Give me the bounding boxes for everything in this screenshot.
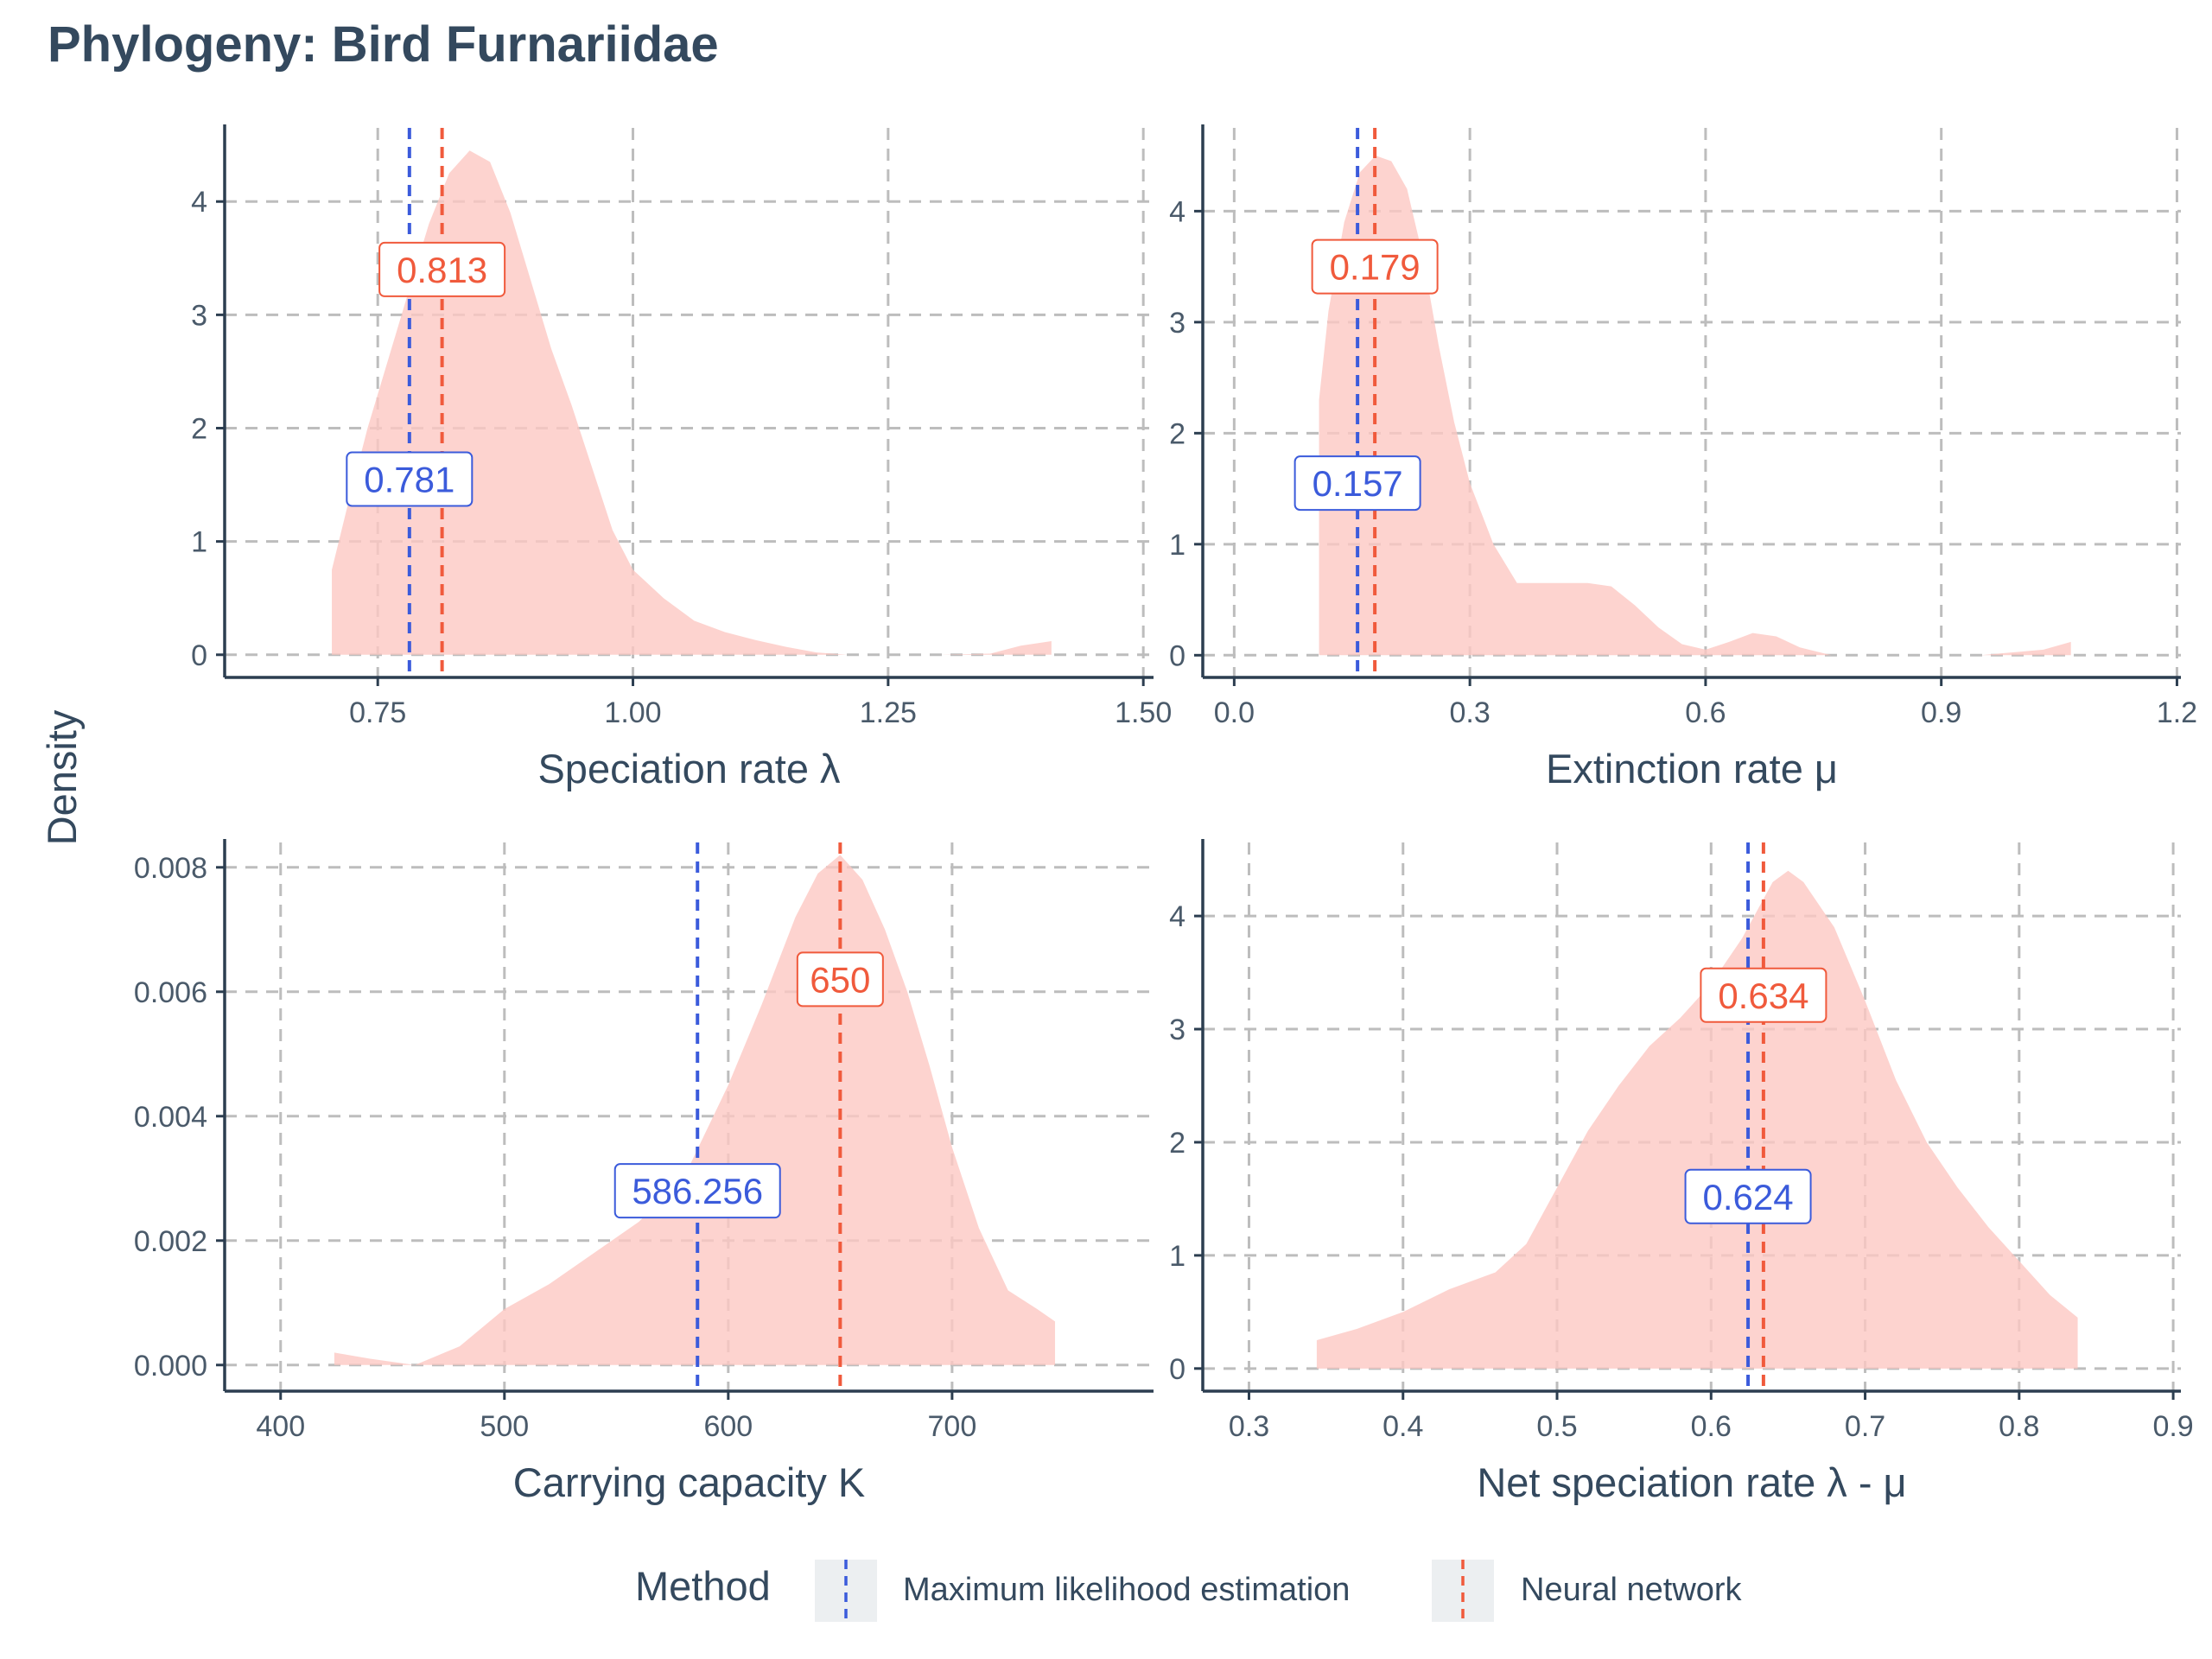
- x-tick-label: 0.3: [1450, 696, 1491, 729]
- y-tick-label: 0: [1169, 1353, 1185, 1386]
- y-tick-label: 3: [191, 299, 207, 332]
- nn-value-label: 0.179: [1330, 247, 1421, 288]
- y-tick-label: 0.004: [134, 1101, 207, 1134]
- x-tick-label: 0.3: [1229, 1410, 1269, 1443]
- x-tick-label: 0.5: [1536, 1410, 1577, 1443]
- mle-value-label: 0.624: [1703, 1177, 1794, 1217]
- nn-value-label: 650: [810, 959, 870, 1000]
- x-tick-label: 0.9: [1921, 696, 1961, 729]
- x-tick-label: 0.6: [1685, 696, 1726, 729]
- y-tick-label: 2: [1169, 417, 1185, 450]
- nn-value-label-box: [1311, 238, 1439, 295]
- x-tick-label: 600: [703, 1410, 753, 1443]
- density-area: [334, 855, 1056, 1365]
- nn-value-label-box: [378, 241, 506, 297]
- y-tick-label: 0.000: [134, 1350, 207, 1382]
- legend-title: Method: [635, 1563, 771, 1609]
- mle-value-label: 586.256: [632, 1171, 763, 1211]
- y-tick-label: 3: [1169, 1014, 1185, 1046]
- panel-net-speciation-rate: 0.3 0.4 0.5 0.6 0.7 0.8 0.9 0 1 2 3 4 Net speciation…: [1169, 839, 2194, 1505]
- y-tick-label: 4: [1169, 900, 1185, 933]
- y-tick-label: 1: [1169, 1240, 1185, 1273]
- density-area: [1316, 870, 2078, 1369]
- x-tick-label: 0.6: [1691, 1410, 1732, 1443]
- x-tick-label: 0.9: [2152, 1410, 2193, 1443]
- mle-value-label-box: [1684, 1168, 1812, 1224]
- y-tick-label: 2: [1169, 1127, 1185, 1160]
- legend-label-nn: Neural network: [1521, 1572, 1743, 1608]
- x-tick-label: 500: [480, 1410, 529, 1443]
- y-tick-label: 1: [1169, 529, 1185, 562]
- density-area: [1319, 156, 2071, 656]
- y-tick-label: 1: [191, 526, 207, 559]
- x-tick-label: 1.50: [1115, 696, 1172, 729]
- panel-extinction-rate: 0.0 0.3 0.6 0.9 1.2 0 1 2 3 4 Extinction rate μ 0.1…: [1169, 124, 2197, 791]
- nn-value-label-box: [1700, 967, 1827, 1023]
- panel-carrying-capacity: 400 500 600 700 0.000 0.002 0.004 0.006 0.008 Car…: [134, 839, 1154, 1505]
- mle-value-label-box: [1294, 455, 1421, 512]
- x-axis-title: Carrying capacity K: [513, 1459, 866, 1505]
- y-tick-label: 0.008: [134, 852, 207, 885]
- mle-value-label-box: [346, 451, 474, 507]
- x-tick-label: 1.2: [2157, 696, 2197, 729]
- x-axis-title: Extinction rate μ: [1546, 746, 1838, 791]
- x-axis-title: Net speciation rate λ - μ: [1477, 1459, 1906, 1505]
- mle-value-label: 0.781: [364, 460, 454, 500]
- x-tick-label: 0.7: [1845, 1410, 1885, 1443]
- y-tick-label: 0: [1169, 639, 1185, 672]
- legend: Method Maximum likelihood estimation Neu…: [635, 1560, 1743, 1622]
- panel-speciation-rate: 0.75 1.00 1.25 1.50 0 1 2 3 4 Speciation rate λ 0.…: [191, 124, 1172, 791]
- nn-value-label: 0.813: [397, 250, 487, 290]
- y-tick-label: 2: [191, 413, 207, 446]
- x-tick-label: 400: [256, 1410, 305, 1443]
- x-tick-label: 0.75: [349, 696, 406, 729]
- chart-title: Phylogeny: Bird Furnariidae: [48, 16, 719, 73]
- nn-value-label: 0.634: [1718, 976, 1808, 1016]
- nn-value-label-box: [796, 951, 884, 1007]
- y-tick-label: 0.006: [134, 976, 207, 1009]
- y-tick-label: 4: [1169, 195, 1185, 228]
- x-tick-label: 700: [928, 1410, 977, 1443]
- y-tick-label: 3: [1169, 307, 1185, 340]
- legend-label-mle: Maximum likelihood estimation: [903, 1572, 1350, 1608]
- y-axis-title: Density: [39, 709, 85, 845]
- y-tick-label: 0: [191, 639, 207, 672]
- x-tick-label: 0.8: [1999, 1410, 2039, 1443]
- x-tick-label: 1.25: [860, 696, 917, 729]
- x-axis-title: Speciation rate λ: [537, 746, 841, 791]
- y-tick-label: 0.002: [134, 1225, 207, 1258]
- x-tick-label: 1.00: [604, 696, 661, 729]
- mle-value-label-box: [613, 1163, 781, 1219]
- mle-value-label: 0.157: [1313, 463, 1403, 504]
- density-area: [332, 150, 1052, 655]
- y-tick-label: 4: [191, 186, 207, 219]
- x-tick-label: 0.4: [1382, 1410, 1423, 1443]
- x-tick-label: 0.0: [1214, 696, 1255, 729]
